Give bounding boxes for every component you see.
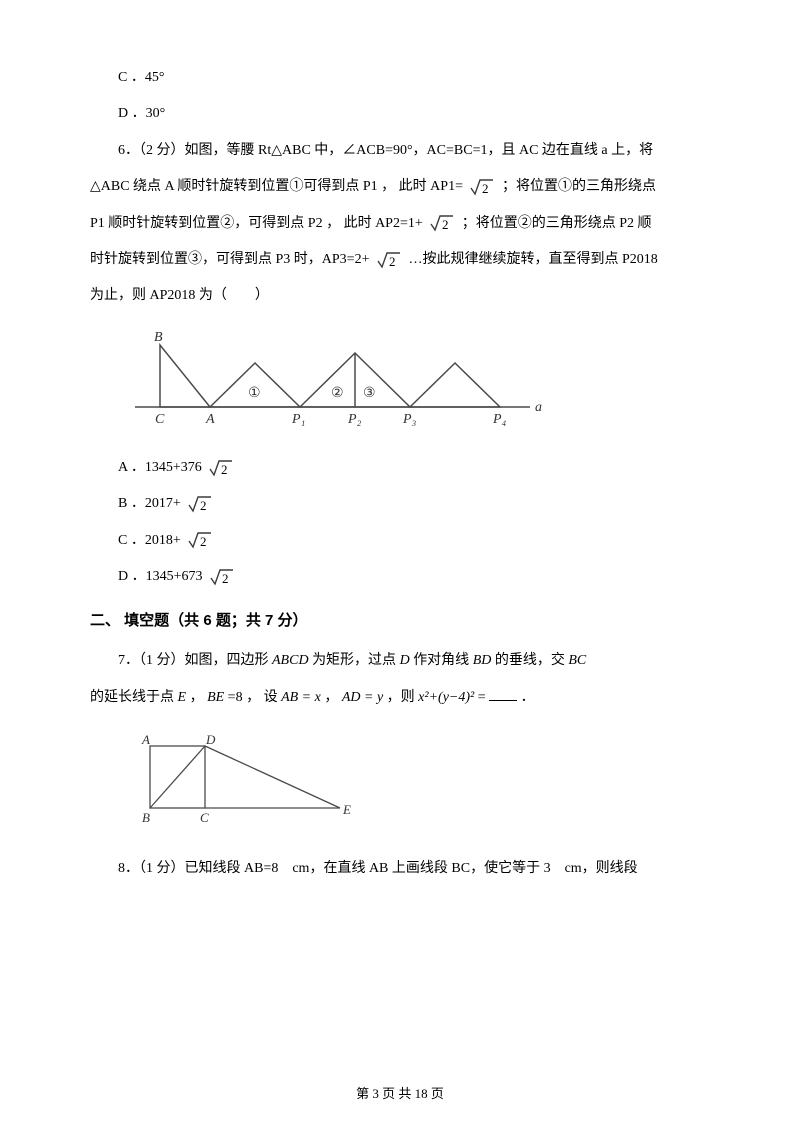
- q6-label-c1: ①: [248, 386, 261, 401]
- q7-s2g: ．: [521, 690, 535, 705]
- q7-s1d: 的垂线，交: [495, 653, 565, 668]
- q6-stem-line5: 为止，则 AP2018 为（ ）: [90, 278, 710, 314]
- q6-stem3b: ；将位置②的三角形绕点 P2 顺: [462, 216, 652, 231]
- q7-expr: x²+(y−4)²: [418, 690, 474, 705]
- q6-optB-text: B ．2017+: [118, 496, 181, 511]
- svg-text:2: 2: [482, 181, 489, 196]
- q7-BC: BC: [568, 653, 586, 668]
- sqrt2-icon: 2: [187, 493, 213, 515]
- svg-text:2: 2: [442, 217, 449, 232]
- q7-s2c: =8 ， 设: [228, 690, 278, 705]
- svg-text:2: 2: [200, 498, 207, 513]
- q7-s2b: ，: [190, 690, 204, 705]
- q7-diagram: A D B C E: [130, 728, 710, 843]
- q6-optD-text: D ．1345+673: [118, 569, 203, 584]
- q6-label-c3: ③: [363, 386, 376, 401]
- q7-E: E: [178, 690, 187, 705]
- q6-label-P2: P₂: [347, 412, 362, 427]
- q7-D: D: [400, 653, 410, 668]
- q7-stem-line1: 7．（1 分）如图，四边形 ABCD 为矩形，过点 D 作对角线 BD 的垂线，…: [90, 643, 710, 679]
- q7-s2d: ，: [324, 690, 338, 705]
- q6-stem2b: ；将位置①的三角形绕点: [502, 179, 656, 194]
- q6-label-c2: ②: [331, 386, 344, 401]
- q6-stem-line1: 6．（2 分）如图，等腰 Rt△ABC 中，∠ACB=90°，AC=BC=1，且…: [90, 133, 710, 169]
- q6-label-P4: P₄: [492, 412, 507, 427]
- q7-s1c: 作对角线: [413, 653, 469, 668]
- sqrt2-icon: 2: [187, 529, 213, 551]
- q7-s1a: 7．（1 分）如图，四边形: [118, 653, 269, 668]
- q7-label-C: C: [200, 810, 209, 825]
- q6-diagram: B C A P₁ P₂ P₃ P₄ a ① ② ③: [130, 327, 710, 442]
- page-footer: 第 3 页 共 18 页: [0, 1083, 800, 1102]
- q6-optC-text: C ．2018+: [118, 533, 181, 548]
- q6-label-a: a: [535, 400, 542, 415]
- q6-stem4a: 时针旋转到位置③，可得到点 P3 时，AP3=2+: [90, 252, 369, 267]
- svg-text:2: 2: [222, 571, 229, 586]
- q6-label-P1: P₁: [291, 412, 305, 427]
- q7-ADy: AD = y: [342, 690, 383, 705]
- q6-stem2a: △ABC 绕点 A 顺时针旋转到位置①可得到点 P1 ， 此时 AP1=: [90, 179, 463, 194]
- q8-stem: 8．（1 分）已知线段 AB=8 cm，在直线 AB 上画线段 BC，使它等于 …: [90, 851, 710, 887]
- q7-BE: BE: [207, 690, 224, 705]
- q6-option-a: A ．1345+376 2: [90, 450, 710, 486]
- q6-stem-line2: △ABC 绕点 A 顺时针旋转到位置①可得到点 P1 ， 此时 AP1= 2 ；…: [90, 169, 710, 205]
- svg-text:2: 2: [221, 462, 228, 477]
- sqrt2-icon: 2: [429, 212, 455, 234]
- q7-label-A: A: [141, 732, 150, 747]
- sqrt2-icon: 2: [469, 176, 495, 198]
- q6-stem4b: …按此规律继续旋转，直至得到点 P2018: [408, 252, 657, 267]
- q6-label-C: C: [155, 412, 165, 427]
- q7-s2f: =: [478, 690, 489, 705]
- q7-stem-line2: 的延长线于点 E ， BE =8 ， 设 AB = x ， AD = y ，则 …: [90, 680, 710, 716]
- q7-ABx: AB = x: [281, 690, 321, 705]
- q7-s2e: ，则: [387, 690, 415, 705]
- q7-s2a: 的延长线于点: [90, 690, 174, 705]
- q5-option-c: C ．45°: [90, 60, 710, 96]
- q6-option-c: C ．2018+ 2: [90, 523, 710, 559]
- q6-stem-line3: P1 顺时针旋转到位置②，可得到点 P2 ， 此时 AP2=1+ 2 ；将位置②…: [90, 206, 710, 242]
- q5-option-d: D ．30°: [90, 96, 710, 132]
- q6-stem-line4: 时针旋转到位置③，可得到点 P3 时，AP3=2+ 2 …按此规律继续旋转，直至…: [90, 242, 710, 278]
- q7-blank: [489, 700, 517, 701]
- q6-optA-text: A ．1345+376: [118, 460, 202, 475]
- q7-label-E: E: [342, 802, 351, 817]
- q6-stem3a: P1 顺时针旋转到位置②，可得到点 P2 ， 此时 AP2=1+: [90, 216, 423, 231]
- sqrt2-icon: 2: [209, 566, 235, 588]
- q7-s1b: 为矩形，过点: [312, 653, 396, 668]
- q7-label-B: B: [142, 810, 150, 825]
- section2-heading: 二、 填空题（共 6 题；共 7 分）: [90, 603, 710, 639]
- sqrt2-icon: 2: [376, 249, 402, 271]
- q6-label-A: A: [205, 412, 215, 427]
- q6-label-P3: P₃: [402, 412, 417, 427]
- sqrt2-icon: 2: [208, 457, 234, 479]
- svg-text:2: 2: [389, 254, 396, 269]
- q7-label-D: D: [205, 732, 216, 747]
- q6-label-B: B: [154, 330, 163, 345]
- q7-ABCD: ABCD: [272, 653, 309, 668]
- q6-option-b: B ．2017+ 2: [90, 486, 710, 522]
- q7-BD: BD: [473, 653, 492, 668]
- svg-text:2: 2: [200, 534, 207, 549]
- q6-option-d: D ．1345+673 2: [90, 559, 710, 595]
